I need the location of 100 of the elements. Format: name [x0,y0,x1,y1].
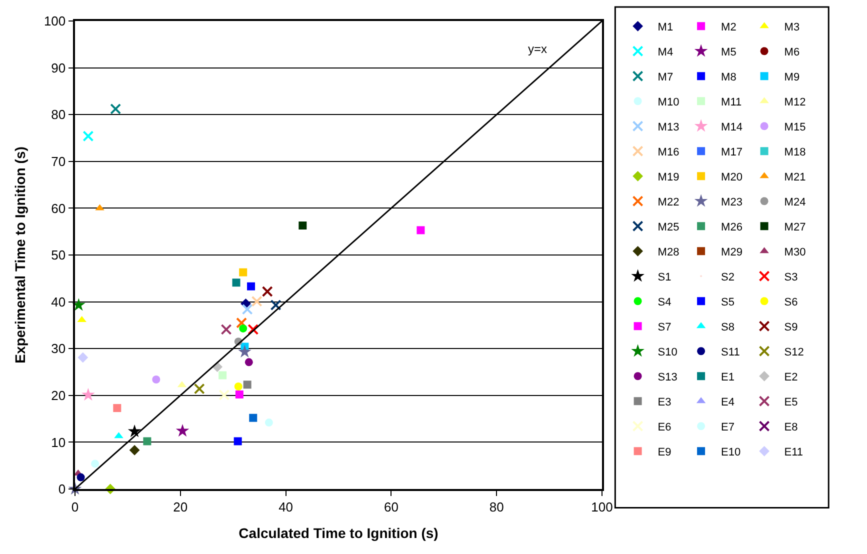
point [235,390,244,398]
y-tick-label: 60 [51,200,66,216]
legend-label: M15 [784,121,806,134]
legend-label: M8 [721,71,736,84]
legend-label: S6 [784,296,798,308]
legend-label: E6 [658,421,672,434]
x-tick-label: 40 [278,499,294,514]
point [248,324,259,335]
x-tick-label: 60 [384,499,398,514]
legend-label: M16 [658,146,680,158]
legend-label: E7 [721,421,735,434]
y-tick-label: 10 [51,434,66,450]
point [251,296,262,307]
legend-label: E5 [784,396,798,408]
y-tick-label: 20 [51,388,66,403]
point [262,286,273,297]
legend-label: M5 [721,46,736,58]
point [249,414,258,422]
legend-label: M23 [721,196,742,208]
legend-label: E2 [784,371,798,384]
y-tick-label: 70 [51,154,66,169]
legend-label: S10 [658,346,678,358]
x-tick-label: 80 [489,499,504,514]
legend-label: M25 [658,221,680,234]
point [82,388,95,401]
legend-label: E11 [784,446,804,458]
point [239,324,248,332]
legend-label: S13 [658,371,678,384]
legend-label: S4 [658,296,672,308]
legend-label: E4 [721,396,735,408]
point [194,383,205,394]
legend-label: M20 [721,171,742,184]
text: S2 [721,271,735,284]
legend-label: M17 [721,146,742,158]
point [242,304,253,315]
point [236,317,248,328]
legend-label: M2 [721,21,736,34]
x-tick-label: 100 [591,499,613,514]
point [243,380,252,389]
legend-label: S3 [784,271,798,284]
legend-label: M21 [784,171,806,184]
y-tick-label: 30 [51,341,66,356]
legend-label: M4 [658,46,674,58]
x-tick-label: 0 [71,499,79,514]
point [238,344,252,358]
x-tick-label: 20 [173,499,188,514]
legend-label: S7 [658,321,672,334]
legend-label: M19 [658,171,680,184]
point [91,460,100,468]
point [218,389,230,400]
legend-label: S11 [721,346,740,358]
legend-label: S1 [658,271,672,284]
point [232,278,240,287]
y-tick-label: 40 [51,294,66,310]
legend-label: S12 [784,346,804,358]
point [152,375,160,384]
point [234,382,242,391]
point [128,424,142,438]
point [72,298,86,311]
legend-label: M3 [784,21,800,34]
annotation: y=x [528,42,548,56]
legend-label: M11 [721,96,742,108]
legend-label: E9 [658,446,672,458]
legend-label: M18 [784,146,806,158]
point [416,226,425,234]
point [244,358,253,366]
legend-label: M29 [721,246,742,258]
legend-label: M14 [721,121,742,134]
legend-label: M24 [784,196,806,208]
y-tick-label: 80 [51,107,66,122]
point [82,130,94,142]
y-tick-label: 100 [44,14,66,29]
point [78,352,88,363]
point [143,437,152,446]
legend-label: M30 [784,246,806,258]
legend-label: E3 [658,396,672,408]
y-tick-label: 0 [58,482,66,497]
point [234,437,242,446]
point [129,444,140,456]
legend-label: S9 [784,321,798,334]
y-tick-label: 90 [51,60,66,76]
legend-label: M12 [784,96,806,108]
legend-label: E8 [784,421,798,434]
point [113,404,122,412]
legend-label: E1 [721,371,735,384]
point [239,268,248,276]
legend-label: M28 [658,246,680,258]
legend-label: M26 [721,221,742,234]
legend-label: M22 [658,196,680,208]
legend-label: M1 [658,21,674,34]
legend-label: M10 [658,96,680,108]
point [264,418,273,427]
point [247,282,256,290]
point [176,424,190,437]
legend-label: M13 [658,121,680,134]
point [298,222,307,230]
point [220,324,232,335]
legend-label: M6 [784,46,800,58]
x-axis-title: Calculated Time to Ignition (s) [238,525,438,542]
legend-label: S5 [721,296,735,308]
